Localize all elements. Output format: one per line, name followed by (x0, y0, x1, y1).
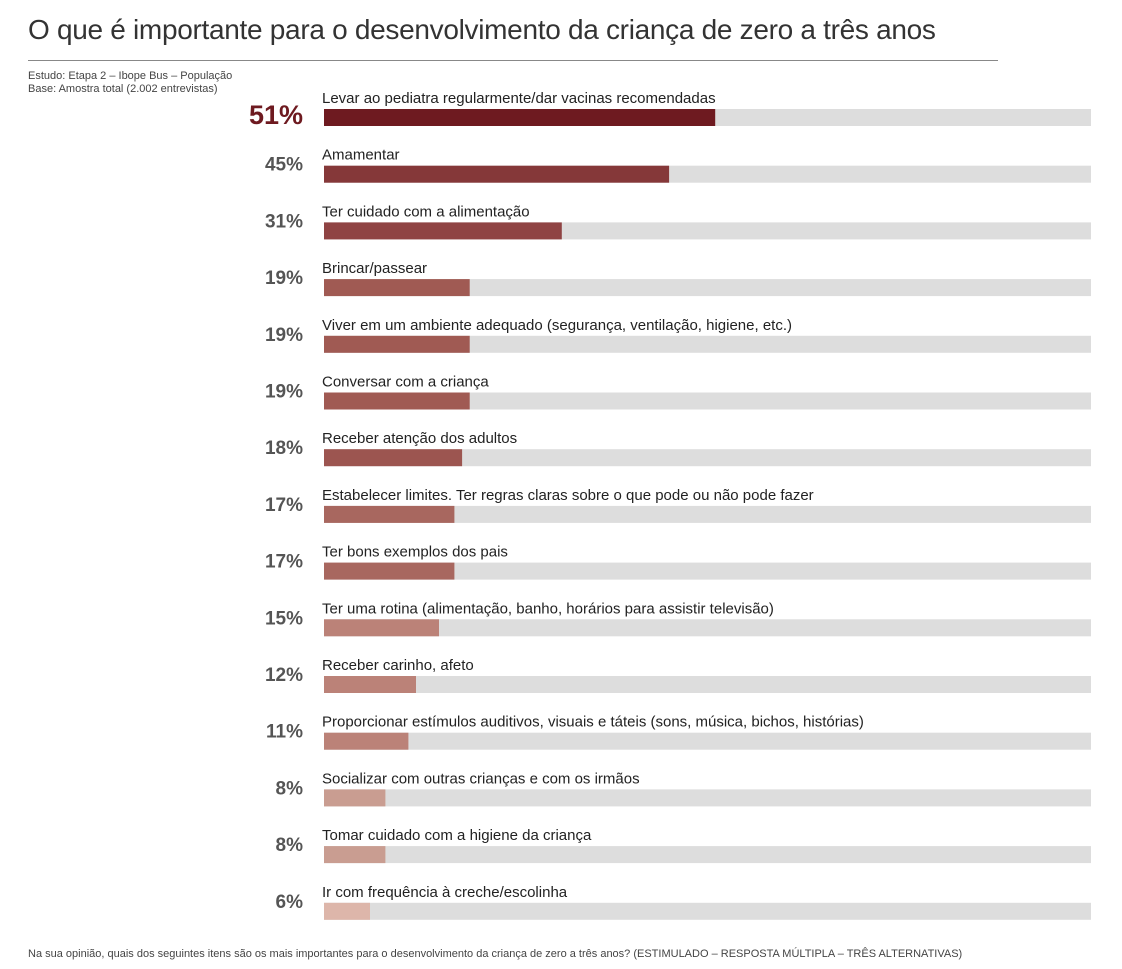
value-label: 51% (249, 100, 303, 130)
bar (324, 505, 455, 523)
base-note: Base: Amostra total (2.002 entrevistas) (28, 83, 218, 95)
category-label: Conversar com a criança (322, 374, 489, 391)
value-label: 8% (276, 778, 304, 799)
bar (324, 222, 562, 240)
bar (324, 846, 386, 864)
category-label: Ter bons exemplos dos pais (322, 544, 508, 561)
value-label: 6% (276, 892, 304, 913)
value-label: 12% (265, 665, 303, 686)
value-label: 19% (265, 325, 303, 346)
title-divider (28, 60, 998, 61)
bar (324, 109, 716, 126)
category-label: Receber carinho, afeto (322, 657, 474, 674)
bar-track (324, 392, 1091, 410)
bar-track (324, 619, 1091, 637)
footnote: Na sua opinião, quais dos seguintes iten… (28, 948, 963, 960)
bar-track (324, 789, 1091, 807)
bar-track (324, 846, 1091, 864)
bar-track (324, 676, 1091, 693)
value-label: 31% (265, 211, 303, 232)
bar (324, 562, 455, 580)
value-label: 8% (276, 835, 304, 856)
category-label: Viver em um ambiente adequado (segurança… (322, 317, 792, 334)
bar-track (324, 335, 1091, 353)
value-label: 15% (265, 608, 303, 629)
value-label: 17% (265, 552, 303, 573)
value-label: 19% (265, 382, 303, 403)
chart-title: O que é importante para o desenvolviment… (28, 14, 936, 45)
bar-track (324, 505, 1091, 523)
study-note: Estudo: Etapa 2 – Ibope Bus – População (28, 70, 233, 82)
bar-track (324, 279, 1091, 297)
bar (324, 279, 470, 297)
bar-track (324, 562, 1091, 580)
value-label: 18% (265, 438, 303, 459)
category-label: Socializar com outras crianças e com os … (322, 770, 640, 787)
bar (324, 676, 416, 693)
category-label: Amamentar (322, 147, 400, 164)
category-label: Estabelecer limites. Ter regras claras s… (322, 487, 814, 504)
bar-track (324, 902, 1091, 920)
category-label: Ter uma rotina (alimentação, banho, horá… (322, 600, 774, 617)
category-label: Tomar cuidado com a higiene da criança (322, 827, 592, 844)
category-label: Ter cuidado com a alimentação (322, 203, 530, 220)
value-label: 17% (265, 495, 303, 516)
value-label: 45% (265, 155, 303, 176)
bar (324, 392, 470, 410)
bar (324, 449, 463, 467)
value-label: 19% (265, 268, 303, 289)
value-label: 11% (266, 722, 303, 743)
bar-track (324, 449, 1091, 467)
bar (324, 335, 470, 353)
bar (324, 789, 386, 807)
bar (324, 902, 370, 920)
bar (324, 619, 439, 637)
bar-chart: Levar ao pediatra regularmente/dar vacin… (249, 90, 1091, 920)
category-label: Receber atenção dos adultos (322, 430, 517, 447)
category-label: Ir com frequência à creche/escolinha (322, 884, 568, 901)
category-label: Brincar/passear (322, 260, 427, 277)
category-label: Levar ao pediatra regularmente/dar vacin… (322, 90, 716, 107)
bar (324, 732, 409, 750)
category-label: Proporcionar estímulos auditivos, visuai… (322, 714, 864, 731)
bar (324, 165, 670, 183)
bar-track (324, 732, 1091, 750)
